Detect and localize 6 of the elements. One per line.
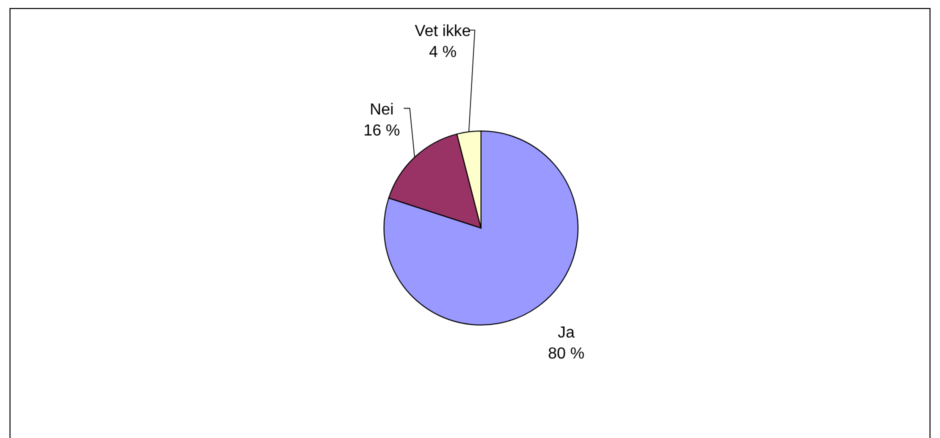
slice-label: Nei	[370, 101, 394, 118]
slice-label: Ja	[558, 324, 575, 342]
data-label: 16 %	[364, 122, 400, 140]
data-label: 80 %	[548, 345, 584, 362]
slice-label: Vet ikke	[414, 23, 471, 40]
data-label: 4 %	[429, 44, 457, 62]
